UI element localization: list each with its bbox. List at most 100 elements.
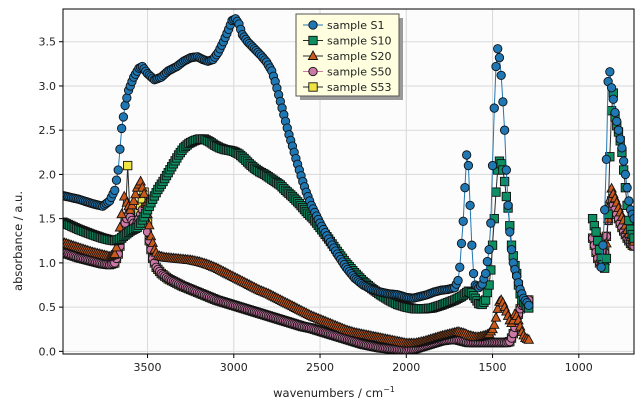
data-point — [115, 144, 125, 154]
data-point — [600, 205, 610, 215]
x-ticks: 3500 3000 2500 2000 1500 1000 — [134, 354, 593, 374]
data-point — [503, 200, 513, 211]
series-sample-s1 — [63, 14, 634, 310]
data-point — [109, 248, 121, 258]
data-point — [613, 125, 624, 135]
data-point — [491, 61, 501, 72]
legend-entry: sample S10 — [303, 35, 391, 48]
legend-label: sample S50 — [327, 66, 391, 79]
x-tick-label: 2500 — [306, 361, 334, 374]
data-point — [615, 134, 625, 144]
data-series — [63, 14, 634, 354]
data-point — [462, 150, 472, 160]
data-point — [453, 275, 463, 286]
x-tick-label: 1000 — [565, 361, 593, 374]
legend-entry: sample S50 — [303, 66, 391, 79]
data-point — [484, 244, 494, 255]
data-point — [456, 238, 467, 249]
data-point — [596, 262, 606, 272]
y-tick-label: 0.0 — [39, 345, 57, 358]
legend-marker — [308, 66, 318, 77]
data-point — [601, 154, 612, 165]
legend-marker — [308, 35, 318, 46]
data-point — [501, 165, 511, 175]
legend: sample S1 sample S10 sample S20 sample S50 s… — [295, 13, 403, 100]
data-point — [622, 183, 632, 193]
data-point — [496, 70, 506, 80]
data-point — [606, 83, 617, 93]
data-point — [591, 227, 601, 237]
legend-marker — [308, 82, 318, 92]
data-point — [620, 169, 631, 180]
y-tick-label: 3.0 — [39, 80, 57, 93]
data-point — [480, 268, 491, 279]
data-point — [111, 175, 122, 185]
x-tick-label: 2000 — [392, 361, 420, 374]
data-point — [122, 93, 132, 103]
legend-marker — [308, 20, 318, 30]
legend-label: sample S1 — [327, 19, 384, 32]
data-point — [468, 268, 479, 279]
data-point — [110, 185, 120, 195]
y-ticks: 0.0 0.5 1.0 1.5 2.0 2.5 3.0 3.5 — [39, 36, 63, 358]
data-point — [490, 311, 502, 322]
data-point — [488, 318, 500, 329]
x-tick-label: 1500 — [479, 361, 507, 374]
data-point — [117, 123, 127, 134]
data-point — [499, 125, 510, 135]
data-point — [498, 97, 508, 107]
legend-entry: sample S20 — [303, 50, 391, 63]
legend-marker — [307, 50, 319, 60]
data-point — [455, 262, 465, 272]
data-point — [612, 116, 622, 126]
data-point — [465, 200, 475, 211]
data-point — [489, 103, 499, 113]
data-point — [610, 107, 620, 118]
legend-label: sample S53 — [327, 81, 391, 94]
data-point — [605, 67, 615, 77]
x-axis-title: wavenumbers / cm−1 — [273, 385, 395, 400]
y-tick-label: 2.5 — [39, 124, 57, 137]
data-point — [601, 253, 612, 264]
data-point — [118, 112, 129, 122]
data-point — [523, 333, 535, 344]
x-axis-title-exponent: −1 — [383, 385, 395, 394]
plot-frame — [62, 8, 635, 355]
data-point — [624, 196, 634, 206]
data-point — [486, 218, 496, 228]
data-point — [120, 100, 130, 111]
data-point — [147, 237, 159, 247]
y-tick-label: 0.5 — [39, 301, 57, 314]
data-point — [123, 160, 133, 171]
data-point — [138, 187, 150, 198]
data-point — [113, 165, 123, 175]
data-point — [505, 227, 515, 237]
y-tick-label: 1.0 — [39, 257, 57, 270]
legend-entry: sample S1 — [303, 19, 384, 32]
data-point — [493, 44, 503, 54]
legend-entry: sample S53 — [303, 81, 391, 94]
legend-label: sample S10 — [327, 35, 391, 48]
data-point — [114, 221, 126, 232]
data-point — [467, 240, 477, 250]
x-axis-title-main: wavenumbers / cm — [273, 386, 383, 400]
data-point — [598, 240, 608, 250]
data-point — [111, 241, 122, 252]
data-point — [506, 244, 517, 255]
data-point — [145, 230, 157, 241]
data-point — [463, 160, 474, 171]
data-point — [487, 160, 498, 171]
data-point — [460, 183, 470, 193]
x-tick-label: 3000 — [220, 361, 248, 374]
data-point — [491, 187, 501, 197]
data-point — [501, 191, 511, 202]
data-point — [494, 53, 505, 63]
data-point — [128, 195, 140, 205]
data-point — [608, 94, 618, 104]
data-point — [524, 300, 534, 310]
data-point — [130, 188, 141, 199]
x-tick-label: 3500 — [134, 361, 162, 374]
y-tick-label: 2.0 — [39, 168, 57, 181]
y-axis-title: absorbance / a.u. — [11, 191, 25, 291]
